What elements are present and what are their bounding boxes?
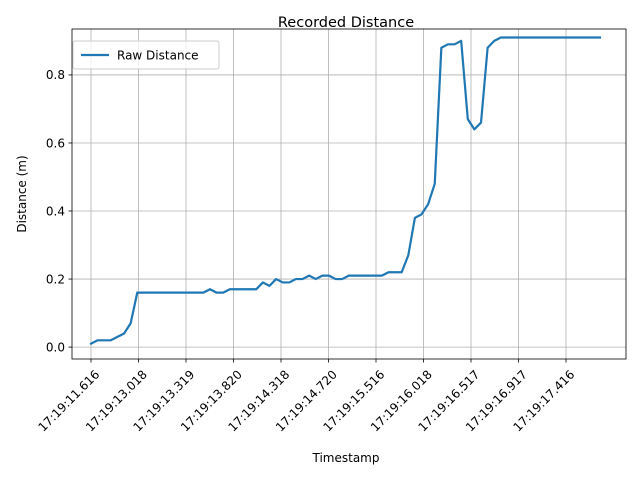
data-point	[315, 278, 317, 280]
data-point	[110, 339, 112, 341]
data-point	[553, 37, 555, 39]
data-point	[559, 37, 561, 39]
data-point	[473, 128, 475, 130]
data-point	[262, 281, 264, 283]
data-point	[255, 288, 257, 290]
data-point	[209, 288, 211, 290]
data-point	[183, 292, 185, 294]
data-point	[407, 254, 409, 256]
data-point	[335, 278, 337, 280]
data-point	[374, 275, 376, 277]
data-point	[235, 288, 237, 290]
data-point	[354, 275, 356, 277]
data-point	[566, 37, 568, 39]
y-tick-label: 0.4	[46, 204, 65, 218]
data-point	[275, 278, 277, 280]
data-point	[520, 37, 522, 39]
data-point	[282, 281, 284, 283]
data-point	[586, 37, 588, 39]
data-point	[454, 43, 456, 45]
data-point	[513, 37, 515, 39]
data-point	[103, 339, 105, 341]
chart-title: Recorded Distance	[278, 15, 414, 31]
data-point	[348, 275, 350, 277]
data-point	[427, 203, 429, 205]
y-axis-ticks: 0.0 0.2 0.4 0.6 0.8	[46, 68, 72, 354]
data-point	[361, 275, 363, 277]
series-line-raw-distance	[89, 36, 602, 346]
data-point	[592, 37, 594, 39]
data-point	[321, 275, 323, 277]
data-point	[533, 37, 535, 39]
data-point	[202, 292, 204, 294]
data-point	[506, 37, 508, 39]
data-point	[268, 285, 270, 287]
legend-box	[72, 40, 220, 70]
data-point	[156, 292, 158, 294]
plot-area-frame	[71, 28, 627, 360]
data-point	[421, 213, 423, 215]
data-point	[381, 275, 383, 277]
data-point	[599, 37, 601, 39]
data-point	[116, 336, 118, 338]
legend-label: Raw Distance	[117, 49, 199, 63]
data-point	[308, 275, 310, 277]
data-point	[387, 271, 389, 273]
series-layer	[89, 36, 602, 346]
data-point	[540, 37, 542, 39]
data-point	[401, 271, 403, 273]
y-tick-label: 0.6	[46, 136, 65, 150]
y-tick-label: 0.8	[46, 68, 65, 82]
data-point	[249, 288, 251, 290]
data-point	[163, 292, 165, 294]
data-point	[97, 339, 99, 341]
data-point	[394, 271, 396, 273]
data-point	[229, 288, 231, 290]
grid-lines	[72, 29, 626, 359]
data-point	[526, 37, 528, 39]
data-point	[302, 278, 304, 280]
data-point	[242, 288, 244, 290]
data-point	[467, 118, 469, 120]
data-point	[368, 275, 370, 277]
data-point	[328, 275, 330, 277]
data-point	[480, 122, 482, 124]
data-point	[440, 47, 442, 49]
data-point	[414, 217, 416, 219]
data-point	[288, 281, 290, 283]
data-point	[434, 183, 436, 185]
data-point	[222, 292, 224, 294]
data-point	[493, 40, 495, 42]
data-point	[546, 37, 548, 39]
data-point	[176, 292, 178, 294]
x-axis-title: Timestamp	[312, 451, 380, 465]
data-point	[573, 37, 575, 39]
data-point	[579, 37, 581, 39]
data-point	[136, 292, 138, 294]
data-point	[447, 43, 449, 45]
data-point	[460, 40, 462, 42]
data-point	[123, 332, 125, 334]
data-point	[487, 47, 489, 49]
data-point	[189, 292, 191, 294]
data-point	[143, 292, 145, 294]
data-point	[149, 292, 151, 294]
data-point	[216, 292, 218, 294]
data-point	[295, 278, 297, 280]
data-point	[196, 292, 198, 294]
y-tick-label: 0.0	[46, 340, 65, 354]
data-point	[341, 278, 343, 280]
legend: Raw Distance	[72, 40, 220, 70]
y-axis-title: Distance (m)	[15, 155, 29, 232]
data-point	[169, 292, 171, 294]
data-point	[130, 322, 132, 324]
data-point	[90, 343, 92, 345]
y-tick-label: 0.2	[46, 272, 65, 286]
data-point	[500, 37, 502, 39]
